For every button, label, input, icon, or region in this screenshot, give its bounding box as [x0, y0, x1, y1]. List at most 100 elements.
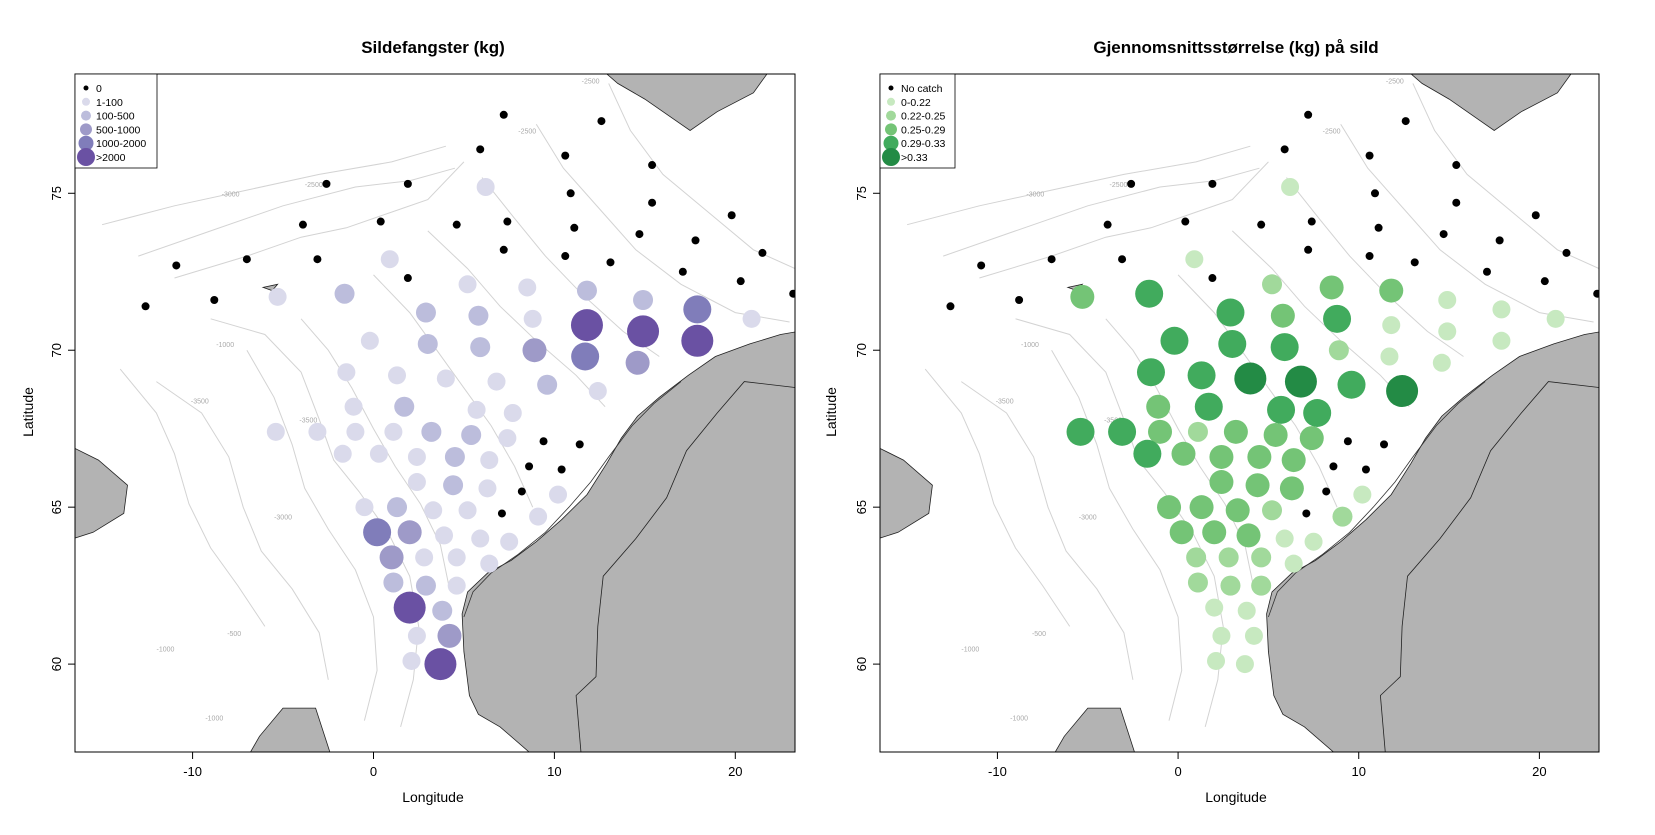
legend-label: 0.25-0.29 — [901, 124, 946, 136]
legend-label: >2000 — [96, 152, 126, 164]
station-no-catch — [1593, 289, 1599, 298]
station-catch-marker — [742, 309, 761, 328]
station-no-catch — [678, 267, 687, 276]
depth-contour — [1340, 123, 1594, 323]
x-tick-label: 20 — [1532, 764, 1546, 779]
station-no-catch — [1329, 462, 1338, 471]
station-no-catch — [539, 437, 548, 446]
contour-label: -2500 — [518, 129, 536, 136]
station-size-marker — [1279, 476, 1304, 501]
station-catch-marker — [397, 520, 422, 545]
station-size-marker — [1281, 448, 1306, 473]
station-no-catch — [736, 277, 745, 286]
station-no-catch — [525, 462, 534, 471]
station-no-catch — [1304, 245, 1313, 254]
station-catch-marker — [436, 369, 455, 388]
station-size-marker — [1187, 421, 1208, 442]
legend-label: >0.33 — [901, 152, 928, 164]
station-catch-marker — [388, 366, 407, 385]
station-no-catch — [1380, 440, 1389, 449]
station-catch-marker — [432, 600, 453, 621]
station-no-catch — [210, 296, 219, 304]
contour-label: -1000 — [216, 342, 234, 349]
station-size-marker — [1332, 506, 1353, 527]
station-catch-marker — [363, 518, 392, 547]
x-tick-label: 20 — [728, 764, 742, 779]
station-catch-marker — [402, 651, 421, 670]
legend-swatch — [82, 97, 90, 106]
station-no-catch — [1452, 161, 1461, 170]
depth-contour — [1286, 177, 1464, 357]
map-area: -3000 -2500 -2500 -2500 -1000 -3500 -3500 -3000… — [75, 74, 795, 752]
legend-label: 0.22-0.25 — [901, 111, 946, 123]
depth-contour — [535, 123, 790, 323]
legend-swatch — [887, 97, 895, 106]
depth-contour — [1051, 349, 1183, 721]
station-size-marker — [1262, 274, 1283, 295]
station-catch-marker — [266, 422, 285, 441]
station-no-catch — [1181, 217, 1190, 226]
coastline-detail — [463, 381, 682, 618]
station-no-catch — [322, 179, 331, 188]
station-catch-marker — [470, 337, 491, 358]
station-size-marker — [1223, 419, 1248, 444]
station-catch-marker — [471, 529, 490, 548]
station-catch-marker — [487, 372, 506, 391]
station-size-marker — [1218, 329, 1247, 358]
map-title: Sildefangster (kg) — [361, 38, 505, 57]
station-size-marker — [1353, 485, 1372, 504]
station-catch-marker — [424, 648, 457, 681]
y-tick-label: 65 — [854, 500, 869, 514]
landmass — [1410, 74, 1572, 131]
legend-label: 100-500 — [96, 111, 135, 123]
station-catch-marker — [498, 429, 517, 448]
station-no-catch — [403, 274, 412, 283]
station-catch-marker — [407, 473, 426, 492]
station-catch-marker — [417, 333, 438, 354]
station-size-marker — [1194, 392, 1223, 421]
station-size-marker — [1245, 473, 1270, 498]
station-size-marker — [1237, 601, 1256, 620]
station-catch-marker — [633, 290, 654, 310]
x-tick-label: 0 — [1174, 764, 1181, 779]
station-no-catch — [1410, 258, 1419, 267]
station-catch-marker — [384, 422, 403, 441]
station-no-catch — [1208, 274, 1217, 283]
contour-label: -1000 — [205, 716, 223, 723]
station-size-marker — [1070, 284, 1095, 309]
depth-contour — [906, 145, 1251, 226]
station-catch-marker — [444, 446, 465, 467]
station-size-marker — [1432, 353, 1451, 372]
station-size-marker — [1187, 361, 1216, 390]
contour-label: -2500 — [305, 182, 323, 189]
y-tick-label: 60 — [854, 657, 869, 671]
station-size-marker — [1262, 500, 1283, 521]
depth-contour — [156, 381, 329, 680]
station-catch-marker — [437, 623, 462, 648]
depth-contour — [138, 167, 456, 257]
station-size-marker — [1187, 572, 1208, 593]
legend-swatch — [883, 135, 899, 151]
landmass — [75, 447, 128, 539]
station-catch-marker — [360, 331, 379, 350]
depth-contour — [943, 167, 1260, 257]
y-axis-label: Latitude — [823, 387, 839, 437]
y-tick-label: 70 — [854, 343, 869, 357]
station-catch-marker — [308, 422, 327, 441]
station-catch-marker — [369, 444, 388, 463]
station-no-catch — [1302, 509, 1311, 518]
station-catch-marker — [355, 498, 374, 517]
depth-contour — [246, 349, 378, 721]
station-catch-marker — [588, 382, 607, 401]
station-catch-marker — [421, 421, 442, 442]
station-size-marker — [1146, 394, 1171, 419]
station-catch-marker — [627, 315, 660, 348]
station-size-marker — [1189, 495, 1214, 520]
station-no-catch — [789, 289, 795, 298]
station-size-marker — [1207, 651, 1226, 670]
station-no-catch — [1439, 230, 1448, 239]
station-catch-marker — [549, 485, 568, 504]
station-catch-marker — [625, 350, 650, 375]
station-no-catch — [1047, 255, 1056, 264]
contour-label: -3000 — [1079, 515, 1097, 522]
